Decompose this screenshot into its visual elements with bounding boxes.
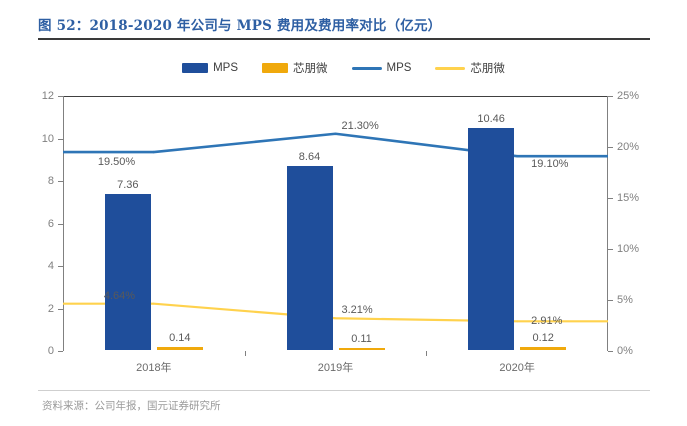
x-axis-label: 2019年 [317, 362, 354, 374]
y-axis-right-tick [608, 300, 613, 301]
y-axis-left-tick [58, 181, 63, 182]
legend-item[interactable]: 芯朋微 [435, 60, 505, 76]
y-axis-right-label: 15% [617, 192, 640, 204]
bar-chipown[interactable] [520, 347, 567, 350]
source-note: 资料来源：公司年报，国元证券研究所 [42, 400, 221, 412]
line-series-chipown[interactable] [152, 302, 519, 323]
bar-chipown[interactable] [156, 347, 203, 350]
bar-value-label: 0.12 [532, 332, 554, 345]
y-axis-left [63, 96, 64, 351]
y-axis-left-tick [58, 308, 63, 310]
y-axis-left-tick [58, 138, 63, 140]
y-axis-right-tick [608, 351, 613, 352]
legend-line-icon [435, 66, 466, 70]
y-axis-right-tick [608, 198, 613, 199]
bar-value-label: 10.46 [477, 112, 505, 125]
x-axis-tick [426, 351, 428, 356]
plot-area: 0 2 4 6 8 10 12 0% 5% 10% 15% 20% 25% 2018年 2019年 2020年… [42, 90, 639, 374]
y-axis-left-label: 12 [41, 90, 54, 102]
x-axis-tick [244, 351, 246, 356]
bar-value-label: 0.14 [169, 332, 191, 345]
legend-label: 芯朋微 [293, 63, 328, 75]
y-axis-right-label: 25% [617, 90, 640, 102]
line-value-label: 19.10% [531, 158, 569, 171]
y-axis-left-label: 10 [41, 132, 54, 145]
y-axis-left-label: 8 [47, 175, 54, 187]
y-axis-right-tick [608, 249, 613, 250]
bar-mps[interactable] [104, 193, 151, 350]
line-value-label: 4.64% [103, 289, 136, 302]
x-axis-label: 2020年 [499, 362, 535, 374]
y-axis-left-tick [58, 266, 63, 267]
legend-label: MPS [213, 62, 238, 74]
line-value-label: 21.30% [341, 119, 379, 132]
chart-legend: MPS 芯朋微 MPS 芯朋微 [0, 60, 687, 76]
chart-title-block: 图 52：2018-2020 年公司与 MPS 费用及费用率对比（亿元） [38, 14, 650, 40]
line-value-label: 19.50% [97, 156, 136, 169]
title-divider [38, 38, 650, 40]
y-axis-left-label: 2 [47, 302, 54, 315]
y-axis-right-label: 0% [617, 345, 633, 357]
legend-item[interactable]: 芯朋微 [262, 60, 328, 76]
line-series-mps[interactable] [152, 132, 519, 158]
bar-value-label: 0.11 [351, 332, 372, 345]
bar-value-label: 7.36 [117, 178, 139, 191]
y-axis-right-label: 10% [617, 243, 640, 255]
x-axis [63, 96, 608, 97]
y-axis-right-tick [608, 147, 613, 148]
legend-label: 芯朋微 [470, 63, 505, 75]
y-axis-left-tick [58, 223, 63, 225]
y-axis-right-tick [608, 96, 613, 97]
y-axis-left-label: 0 [47, 345, 54, 357]
bar-mps[interactable] [286, 166, 333, 350]
x-axis-label: 2018年 [136, 362, 172, 374]
legend-item[interactable]: MPS [351, 62, 412, 74]
legend-swatch-icon [182, 63, 209, 73]
y-axis-right-label: 20% [617, 141, 640, 153]
y-axis-right-label: 5% [617, 294, 633, 306]
legend-item[interactable]: MPS [182, 62, 238, 74]
y-axis-left-tick [58, 96, 63, 97]
bar-value-label: 8.64 [298, 151, 321, 164]
legend-swatch-icon [262, 63, 288, 73]
line-value-label: 2.91% [531, 315, 563, 328]
bar-chipown[interactable] [338, 347, 385, 350]
y-axis-left-label: 4 [47, 260, 54, 272]
y-axis-left-tick [58, 351, 63, 352]
footer-divider [38, 390, 650, 391]
line-value-label: 3.21% [341, 304, 373, 317]
y-axis-left-label: 6 [47, 217, 54, 230]
page-title: 图 52：2018-2020 年公司与 MPS 费用及费用率对比（亿元） [38, 18, 442, 34]
y-axis-right [607, 96, 608, 351]
bar-mps[interactable] [468, 127, 515, 350]
legend-line-icon [351, 66, 382, 70]
legend-label: MPS [386, 62, 412, 74]
